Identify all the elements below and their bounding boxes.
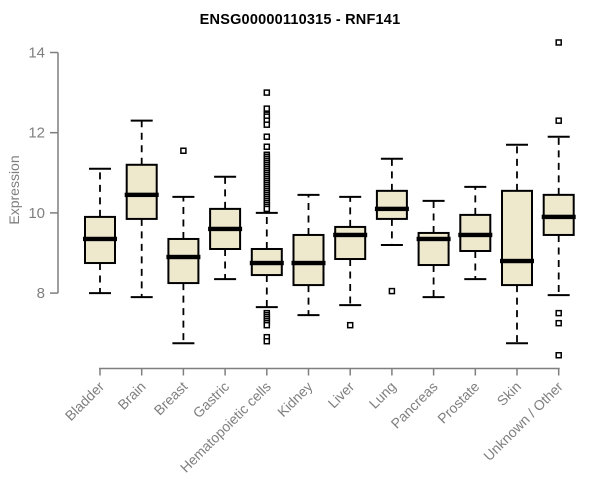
- y-tick-label-12: 12: [28, 125, 45, 142]
- outlier-point: [263, 337, 271, 345]
- outlier-point: [263, 321, 271, 329]
- outlier-point: [263, 143, 271, 150]
- outlier-point: [180, 147, 187, 154]
- outlier-point: [263, 121, 271, 128]
- x-tick-label-lung: Lung: [366, 378, 399, 411]
- x-tick-label-brain: Brain: [114, 378, 148, 412]
- x-tick-label-bladder: Bladder: [62, 378, 108, 424]
- chart-title: ENSG00000110315 - RNF141: [199, 12, 401, 28]
- box-breast: [166, 147, 201, 345]
- outlier-point: [263, 205, 271, 213]
- box-gastric: [208, 175, 243, 281]
- outlier-point: [555, 39, 562, 46]
- median-bar: [541, 214, 576, 220]
- median-bar: [500, 258, 534, 264]
- y-tick-label-8: 8: [37, 285, 45, 302]
- median-bar: [291, 260, 326, 266]
- outlier-point: [263, 105, 271, 112]
- x-tick-label-breast: Breast: [151, 378, 191, 418]
- iqr-box: [375, 189, 408, 220]
- iqr-box: [334, 225, 367, 261]
- box-hematopoietic-cells: [249, 89, 284, 345]
- box-kidney: [291, 193, 326, 317]
- median-bar: [166, 254, 201, 260]
- median-bar: [374, 206, 409, 212]
- x-tick-label-unknown-other: Unknown / Other: [480, 378, 566, 464]
- box-liver: [333, 195, 368, 329]
- outlier-point: [555, 352, 562, 359]
- box-prostate: [458, 185, 493, 281]
- x-tick-label-liver: Liver: [325, 378, 358, 411]
- outlier-point: [346, 321, 354, 329]
- box-lung: [374, 157, 409, 295]
- box-skin: [500, 143, 534, 345]
- outlier-point: [555, 309, 562, 317]
- median-bar: [416, 236, 451, 242]
- box-bladder: [83, 167, 117, 295]
- outlier-point: [263, 89, 271, 96]
- y-tick-label-10: 10: [28, 205, 45, 222]
- median-bar: [458, 232, 493, 238]
- outlier-point: [555, 117, 562, 124]
- median-bar: [83, 236, 117, 242]
- median-bar: [124, 192, 159, 198]
- x-tick-label-prostate: Prostate: [434, 378, 482, 426]
- outlier-point: [555, 319, 562, 327]
- y-tick-label-14: 14: [28, 45, 45, 62]
- x-tick-label-skin: Skin: [494, 378, 525, 409]
- iqr-box: [501, 189, 533, 287]
- x-tick-label-kidney: Kidney: [274, 378, 316, 420]
- iqr-box: [125, 163, 158, 220]
- outlier-point: [388, 287, 396, 295]
- outlier-point: [263, 133, 271, 140]
- box-brain: [124, 119, 159, 299]
- box-pancreas: [416, 199, 451, 299]
- median-bar: [208, 226, 243, 232]
- median-bar: [333, 232, 368, 238]
- median-bar: [249, 260, 284, 266]
- box-unknown-other: [541, 39, 576, 359]
- iqr-box: [167, 237, 200, 285]
- iqr-box: [292, 233, 325, 287]
